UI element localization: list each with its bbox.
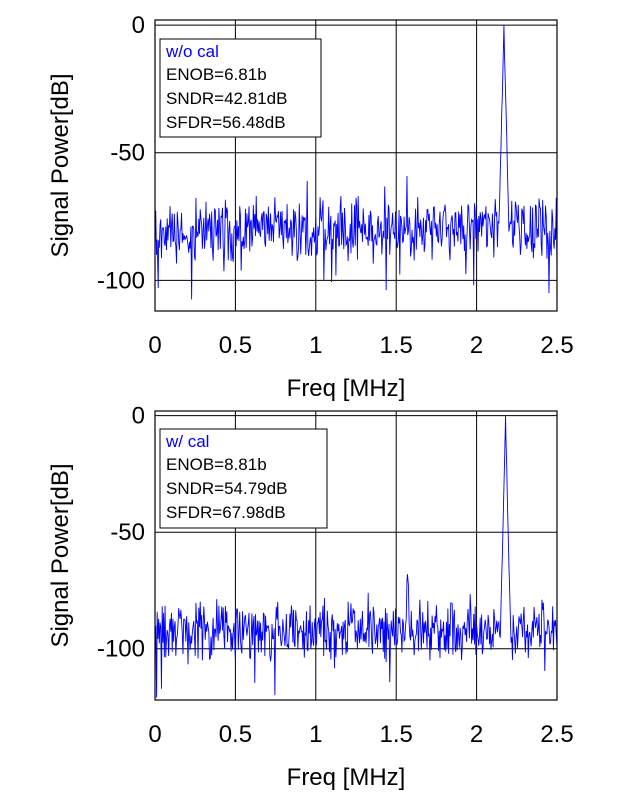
- legend-metric-line: ENOB=8.81b: [166, 455, 267, 474]
- legend-metric-line: SFDR=67.98dB: [166, 503, 286, 522]
- y-tick-label: -50: [110, 140, 145, 167]
- y-tick-label: 0: [132, 12, 145, 39]
- x-tick-label: 0.5: [219, 332, 252, 359]
- y-axis-label: Signal Power[dB]: [47, 463, 74, 647]
- x-tick-label: 2: [470, 332, 483, 359]
- legend-metric-line: SFDR=56.48dB: [166, 113, 286, 132]
- y-axis-label: Signal Power[dB]: [47, 73, 74, 257]
- y-tick-label: -50: [110, 519, 145, 546]
- legend-metric-line: ENOB=6.81b: [166, 65, 267, 84]
- spectrum-panel-with-calibration: 0 0.5 1 1.5 2 2.5 0 -50 -100 Freq [MHz] Signal Pow…: [47, 403, 574, 791]
- y-tick-label: -100: [97, 636, 145, 663]
- x-tick-label: 1.5: [380, 721, 413, 748]
- legend-metric-line: SNDR=54.79dB: [166, 479, 287, 498]
- legend-title: w/o cal: [165, 42, 219, 61]
- x-tick-label: 0: [148, 721, 161, 748]
- x-tick-label: 2.5: [540, 332, 573, 359]
- y-tick-label: 0: [132, 403, 145, 430]
- x-tick-label: 0.5: [219, 721, 252, 748]
- x-tick-label: 1: [309, 332, 322, 359]
- x-axis-label: Freq [MHz]: [287, 764, 406, 791]
- x-axis-label: Freq [MHz]: [287, 375, 406, 402]
- x-tick-label: 2.5: [540, 721, 573, 748]
- y-tick-label: -100: [97, 267, 145, 294]
- x-tick-label: 1.5: [380, 332, 413, 359]
- x-tick-label: 1: [309, 721, 322, 748]
- x-tick-label: 0: [148, 332, 161, 359]
- legend-metric-line: SNDR=42.81dB: [166, 89, 287, 108]
- legend-title: w/ cal: [165, 432, 209, 451]
- x-tick-label: 2: [470, 721, 483, 748]
- spectrum-panel-without-calibration: 0 0.5 1 1.5 2 2.5 0 -50 -100 Freq [MHz] Signal Pow…: [47, 12, 574, 402]
